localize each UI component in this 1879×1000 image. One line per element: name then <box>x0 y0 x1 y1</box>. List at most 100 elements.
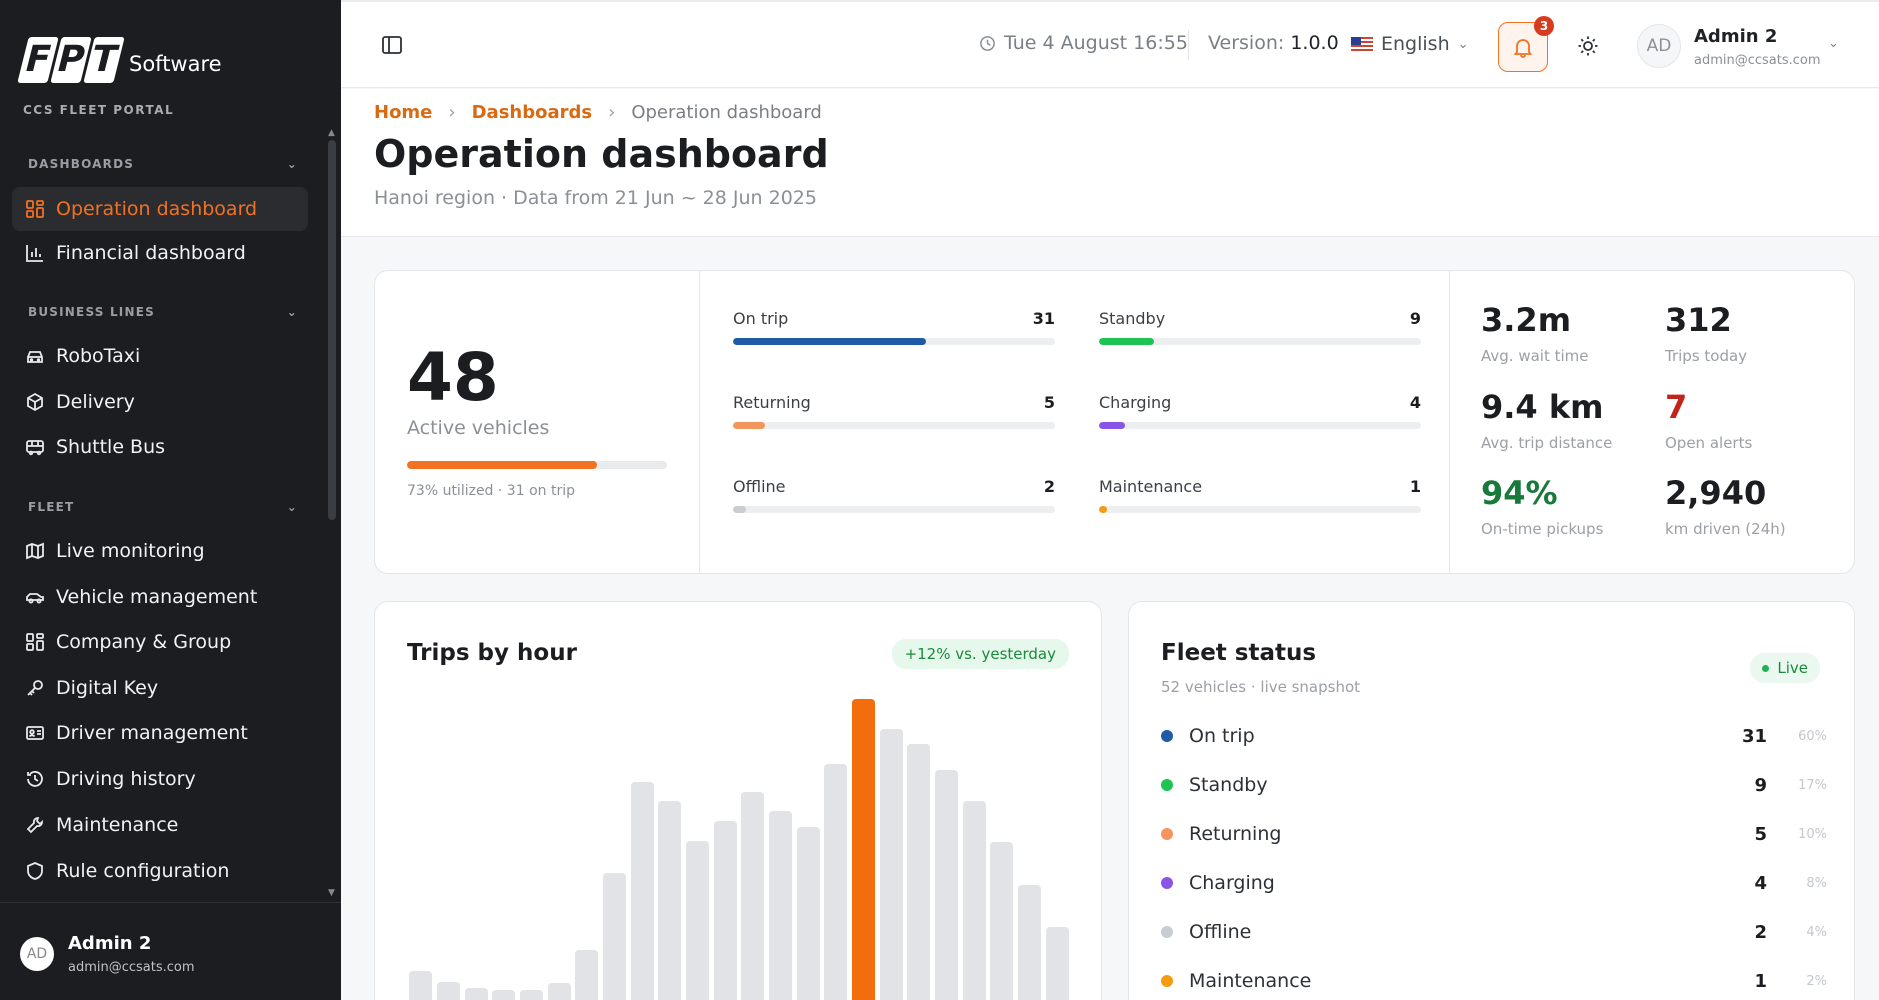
status-dot <box>1161 926 1173 938</box>
scroll-down-arrow[interactable]: ▼ <box>328 888 335 898</box>
status-percent: 10% <box>1798 826 1827 842</box>
chart-bar[interactable] <box>603 872 626 1000</box>
chart-bar[interactable] <box>741 792 765 1000</box>
status-bar <box>733 422 1055 429</box>
chart-bar[interactable] <box>1045 926 1069 1000</box>
chart-bar[interactable] <box>575 949 599 1000</box>
chart-bar[interactable] <box>713 820 737 1000</box>
status-label: Offline <box>733 477 786 496</box>
chart-bar[interactable] <box>990 842 1014 1000</box>
sidebar-item-live-monitoring[interactable]: Live monitoring <box>12 529 308 573</box>
sidebar-user-footer[interactable]: AD Admin 2 admin@ccsats.com <box>0 902 341 1000</box>
sidebar-item-label: Financial dashboard <box>56 242 246 264</box>
chart-bar[interactable] <box>879 728 903 1000</box>
trips-bar-chart <box>407 692 1071 1000</box>
list-item[interactable]: Offline 2 4% <box>1161 917 1827 947</box>
avatar: AD <box>20 937 54 971</box>
chart-bar[interactable] <box>547 982 571 1000</box>
sidebar-item-robotaxi[interactable]: RoboTaxi <box>12 334 308 378</box>
chart-bar[interactable] <box>658 800 682 1000</box>
scroll-up-arrow[interactable]: ▲ <box>328 128 335 138</box>
chart-bar[interactable] <box>962 800 986 1000</box>
chart-bar[interactable] <box>769 811 792 1000</box>
sidebar-item-rule-configuration[interactable]: Rule configuration <box>12 849 308 893</box>
chart-bar[interactable] <box>437 981 460 1000</box>
status-label: Maintenance <box>1099 477 1203 496</box>
datetime: Tue 4 August 16:55 <box>979 32 1188 54</box>
chart-bar[interactable] <box>1018 884 1041 1000</box>
trend-badge: +12% vs. yesterday <box>891 639 1069 669</box>
sidebar-item-financial-dashboard[interactable]: Financial dashboard <box>12 231 308 275</box>
section-label: FLEET <box>28 500 75 514</box>
chart-bar[interactable] <box>492 990 516 1000</box>
status-value: 31 <box>1032 309 1055 328</box>
list-item[interactable]: Returning 5 10% <box>1161 819 1827 849</box>
divider <box>699 271 700 573</box>
sidebar-item-driving-history[interactable]: Driving history <box>12 757 308 801</box>
header-user[interactable]: Admin 2 admin@ccsats.com <box>1694 26 1821 68</box>
map-icon <box>24 540 46 562</box>
status-label: Returning <box>1189 823 1282 845</box>
chart-bar[interactable] <box>824 764 848 1000</box>
fleet-status-card: Fleet status 52 vehicles · live snapshot… <box>1128 601 1855 1000</box>
sidebar-item-digital-key[interactable]: Digital Key <box>12 666 308 710</box>
section-fleet[interactable]: FLEET ⌄ <box>28 500 298 514</box>
theme-toggle-sun-icon[interactable] <box>1577 35 1599 57</box>
kpi-value: 2,940 <box>1665 474 1767 512</box>
user-email: admin@ccsats.com <box>68 960 195 975</box>
breadcrumb-current: Operation dashboard <box>631 102 822 123</box>
version: Version: 1.0.0 <box>1208 32 1339 54</box>
trips-by-hour-card: Trips by hour +12% vs. yesterday <box>374 601 1102 1000</box>
avatar[interactable]: AD <box>1637 24 1681 68</box>
chart-bar[interactable] <box>686 841 709 1000</box>
kpi-open-alerts[interactable]: 7 Open alerts <box>1665 388 1752 452</box>
notifications-button[interactable]: 3 <box>1498 16 1554 72</box>
status-label: On trip <box>1189 725 1255 747</box>
sidebar-item-operation-dashboard[interactable]: Operation dashboard <box>12 187 308 231</box>
status-bar <box>1099 506 1421 513</box>
list-item[interactable]: Charging 4 8% <box>1161 868 1827 898</box>
chart-bar[interactable] <box>935 769 958 1000</box>
breadcrumb-home[interactable]: Home <box>374 102 433 123</box>
card-title: Trips by hour <box>407 640 577 666</box>
status-percent: 4% <box>1806 924 1827 940</box>
chart-bar[interactable] <box>907 743 931 1000</box>
grid-icon <box>24 198 46 220</box>
language-select[interactable]: English ⌄ <box>1351 33 1469 55</box>
chart-bar[interactable] <box>852 698 875 1000</box>
breadcrumb-dashboards[interactable]: Dashboards <box>471 102 593 123</box>
status-count: 2 <box>1754 921 1767 943</box>
status-dot <box>1161 730 1173 742</box>
section-business-lines[interactable]: BUSINESS LINES ⌄ <box>28 305 298 319</box>
sidebar-item-driver-management[interactable]: Driver management <box>12 711 308 755</box>
chart-bar[interactable] <box>464 987 488 1000</box>
chevron-down-icon: ⌄ <box>286 305 298 319</box>
section-label: DASHBOARDS <box>28 157 135 171</box>
divider <box>1449 271 1450 573</box>
status-count: 5 <box>1754 823 1767 845</box>
section-dashboards[interactable]: DASHBOARDS ⌄ <box>28 157 298 171</box>
sidebar-item-label: Company & Group <box>56 631 232 653</box>
list-item[interactable]: On trip 31 60% <box>1161 721 1827 751</box>
user-name: Admin 2 <box>68 933 152 954</box>
bell-icon <box>1513 39 1533 58</box>
chart-bar[interactable] <box>520 990 543 1000</box>
chart-bar[interactable] <box>630 782 654 1000</box>
chart-bar[interactable] <box>409 971 433 1000</box>
list-item[interactable]: Maintenance 1 2% <box>1161 966 1827 996</box>
list-item[interactable]: Standby 9 17% <box>1161 770 1827 800</box>
sidebar-item-delivery[interactable]: Delivery <box>12 380 308 424</box>
sidebar-scrollbar[interactable] <box>328 140 336 520</box>
sidebar-item-vehicle-management[interactable]: Vehicle management <box>12 575 308 619</box>
sidebar-item-company-group[interactable]: Company & Group <box>12 620 308 664</box>
status-value: 1 <box>1409 477 1421 496</box>
chart-bar[interactable] <box>796 826 820 1000</box>
chevron-down-icon[interactable]: ⌄ <box>1828 36 1839 51</box>
sidebar-toggle-icon[interactable] <box>381 34 403 56</box>
chevron-right-icon: › <box>608 102 616 123</box>
sidebar-item-label: Driver management <box>56 722 248 744</box>
sidebar-item-shuttle-bus[interactable]: Shuttle Bus <box>12 425 308 469</box>
status-dot <box>1161 779 1173 791</box>
sidebar-item-maintenance[interactable]: Maintenance <box>12 803 308 847</box>
